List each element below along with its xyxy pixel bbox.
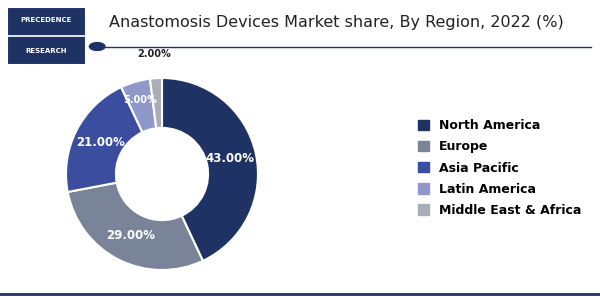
Wedge shape: [162, 78, 258, 261]
FancyBboxPatch shape: [6, 36, 87, 66]
Text: 2.00%: 2.00%: [137, 49, 172, 59]
Text: Anastomosis Devices Market share, By Region, 2022 (%): Anastomosis Devices Market share, By Reg…: [109, 15, 563, 30]
FancyBboxPatch shape: [6, 6, 87, 35]
Text: 5.00%: 5.00%: [124, 95, 157, 105]
Wedge shape: [121, 79, 156, 132]
Legend: North America, Europe, Asia Pacific, Latin America, Middle East & Africa: North America, Europe, Asia Pacific, Lat…: [412, 113, 588, 223]
Text: 29.00%: 29.00%: [106, 229, 155, 242]
Text: 21.00%: 21.00%: [76, 136, 125, 149]
Text: RESEARCH: RESEARCH: [26, 48, 67, 54]
Text: PRECEDENCE: PRECEDENCE: [21, 17, 72, 23]
Text: 43.00%: 43.00%: [205, 152, 254, 165]
Wedge shape: [66, 87, 142, 192]
Wedge shape: [150, 78, 162, 128]
Wedge shape: [68, 183, 203, 270]
